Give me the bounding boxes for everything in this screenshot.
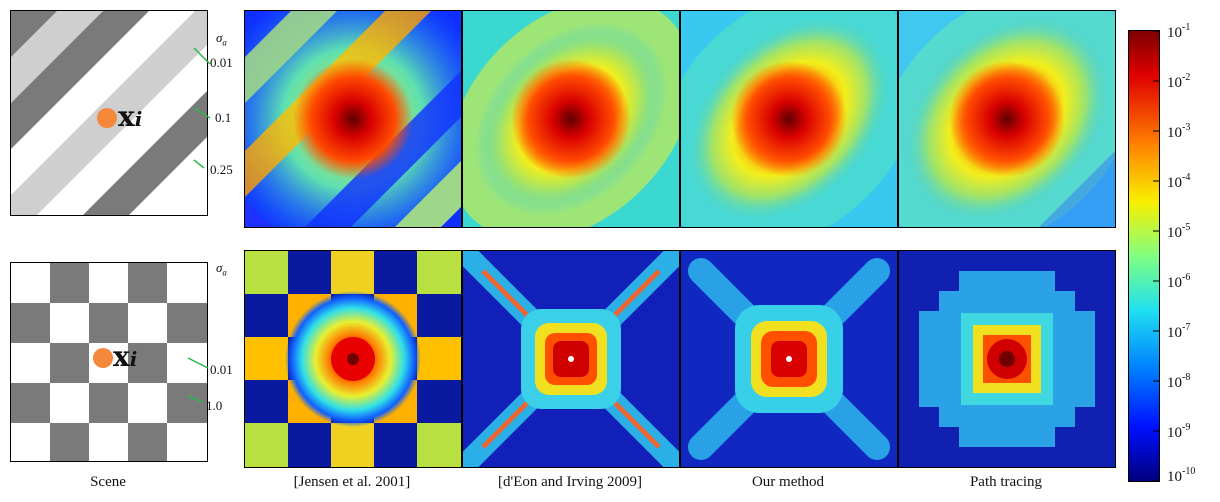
colorbar-label-6: 10-7 (1167, 322, 1191, 341)
row1-tick-1: 0.1 (215, 110, 232, 125)
sigma-label-row2: σa (216, 260, 227, 278)
row1-tick-0: 0.01 (210, 55, 233, 70)
row1-path-panel (898, 10, 1116, 228)
row1-ours-panel (680, 10, 898, 228)
scene-stripes-panel (10, 10, 208, 216)
caption-jensen: [Jensen et al. 2001] (293, 474, 411, 490)
caption-deon: [d'Eon and Irving 2009] (498, 474, 642, 490)
colorbar-label-5: 10-6 (1167, 272, 1191, 291)
stripes-pattern (11, 11, 207, 215)
row2-jensen-panel (244, 250, 462, 468)
row2-leader-lines (187, 357, 209, 403)
row1-leader-lines (193, 47, 211, 169)
row2-tick-1: 1.0 (206, 398, 223, 413)
colorbar-label-4: 10-5 (1167, 222, 1191, 241)
row2-path-panel (898, 250, 1116, 468)
row1-tick-2: 0.25 (210, 162, 233, 177)
point-marker (97, 108, 117, 128)
colorbar-label-1: 10-2 (1167, 72, 1191, 91)
colorbar-label-0: 10-1 (1167, 22, 1191, 41)
caption-ours: Our method (751, 474, 825, 490)
colorbar-label-3: 10-4 (1167, 172, 1191, 191)
row2-deon-panel (462, 250, 680, 468)
colorbar-label-8: 10-9 (1167, 422, 1191, 441)
sigma-label-row1: σa (216, 30, 227, 48)
colorbar-label-2: 10-3 (1167, 122, 1191, 141)
colorbar-label-9: 10-10 (1167, 466, 1196, 485)
point-label: xi (118, 100, 143, 133)
row1-deon-panel (462, 10, 680, 228)
row2-ours-panel (680, 250, 898, 468)
point-label-row2: xi (113, 340, 138, 373)
colorbar (1128, 30, 1160, 482)
caption-path: Path tracing (969, 474, 1043, 490)
caption-scene: Scene (90, 474, 126, 490)
colorbar-label-7: 10-8 (1167, 372, 1191, 391)
row2-tick-0: 0.01 (210, 362, 233, 377)
point-marker-row2 (93, 348, 113, 368)
row1-jensen-panel (244, 10, 462, 228)
